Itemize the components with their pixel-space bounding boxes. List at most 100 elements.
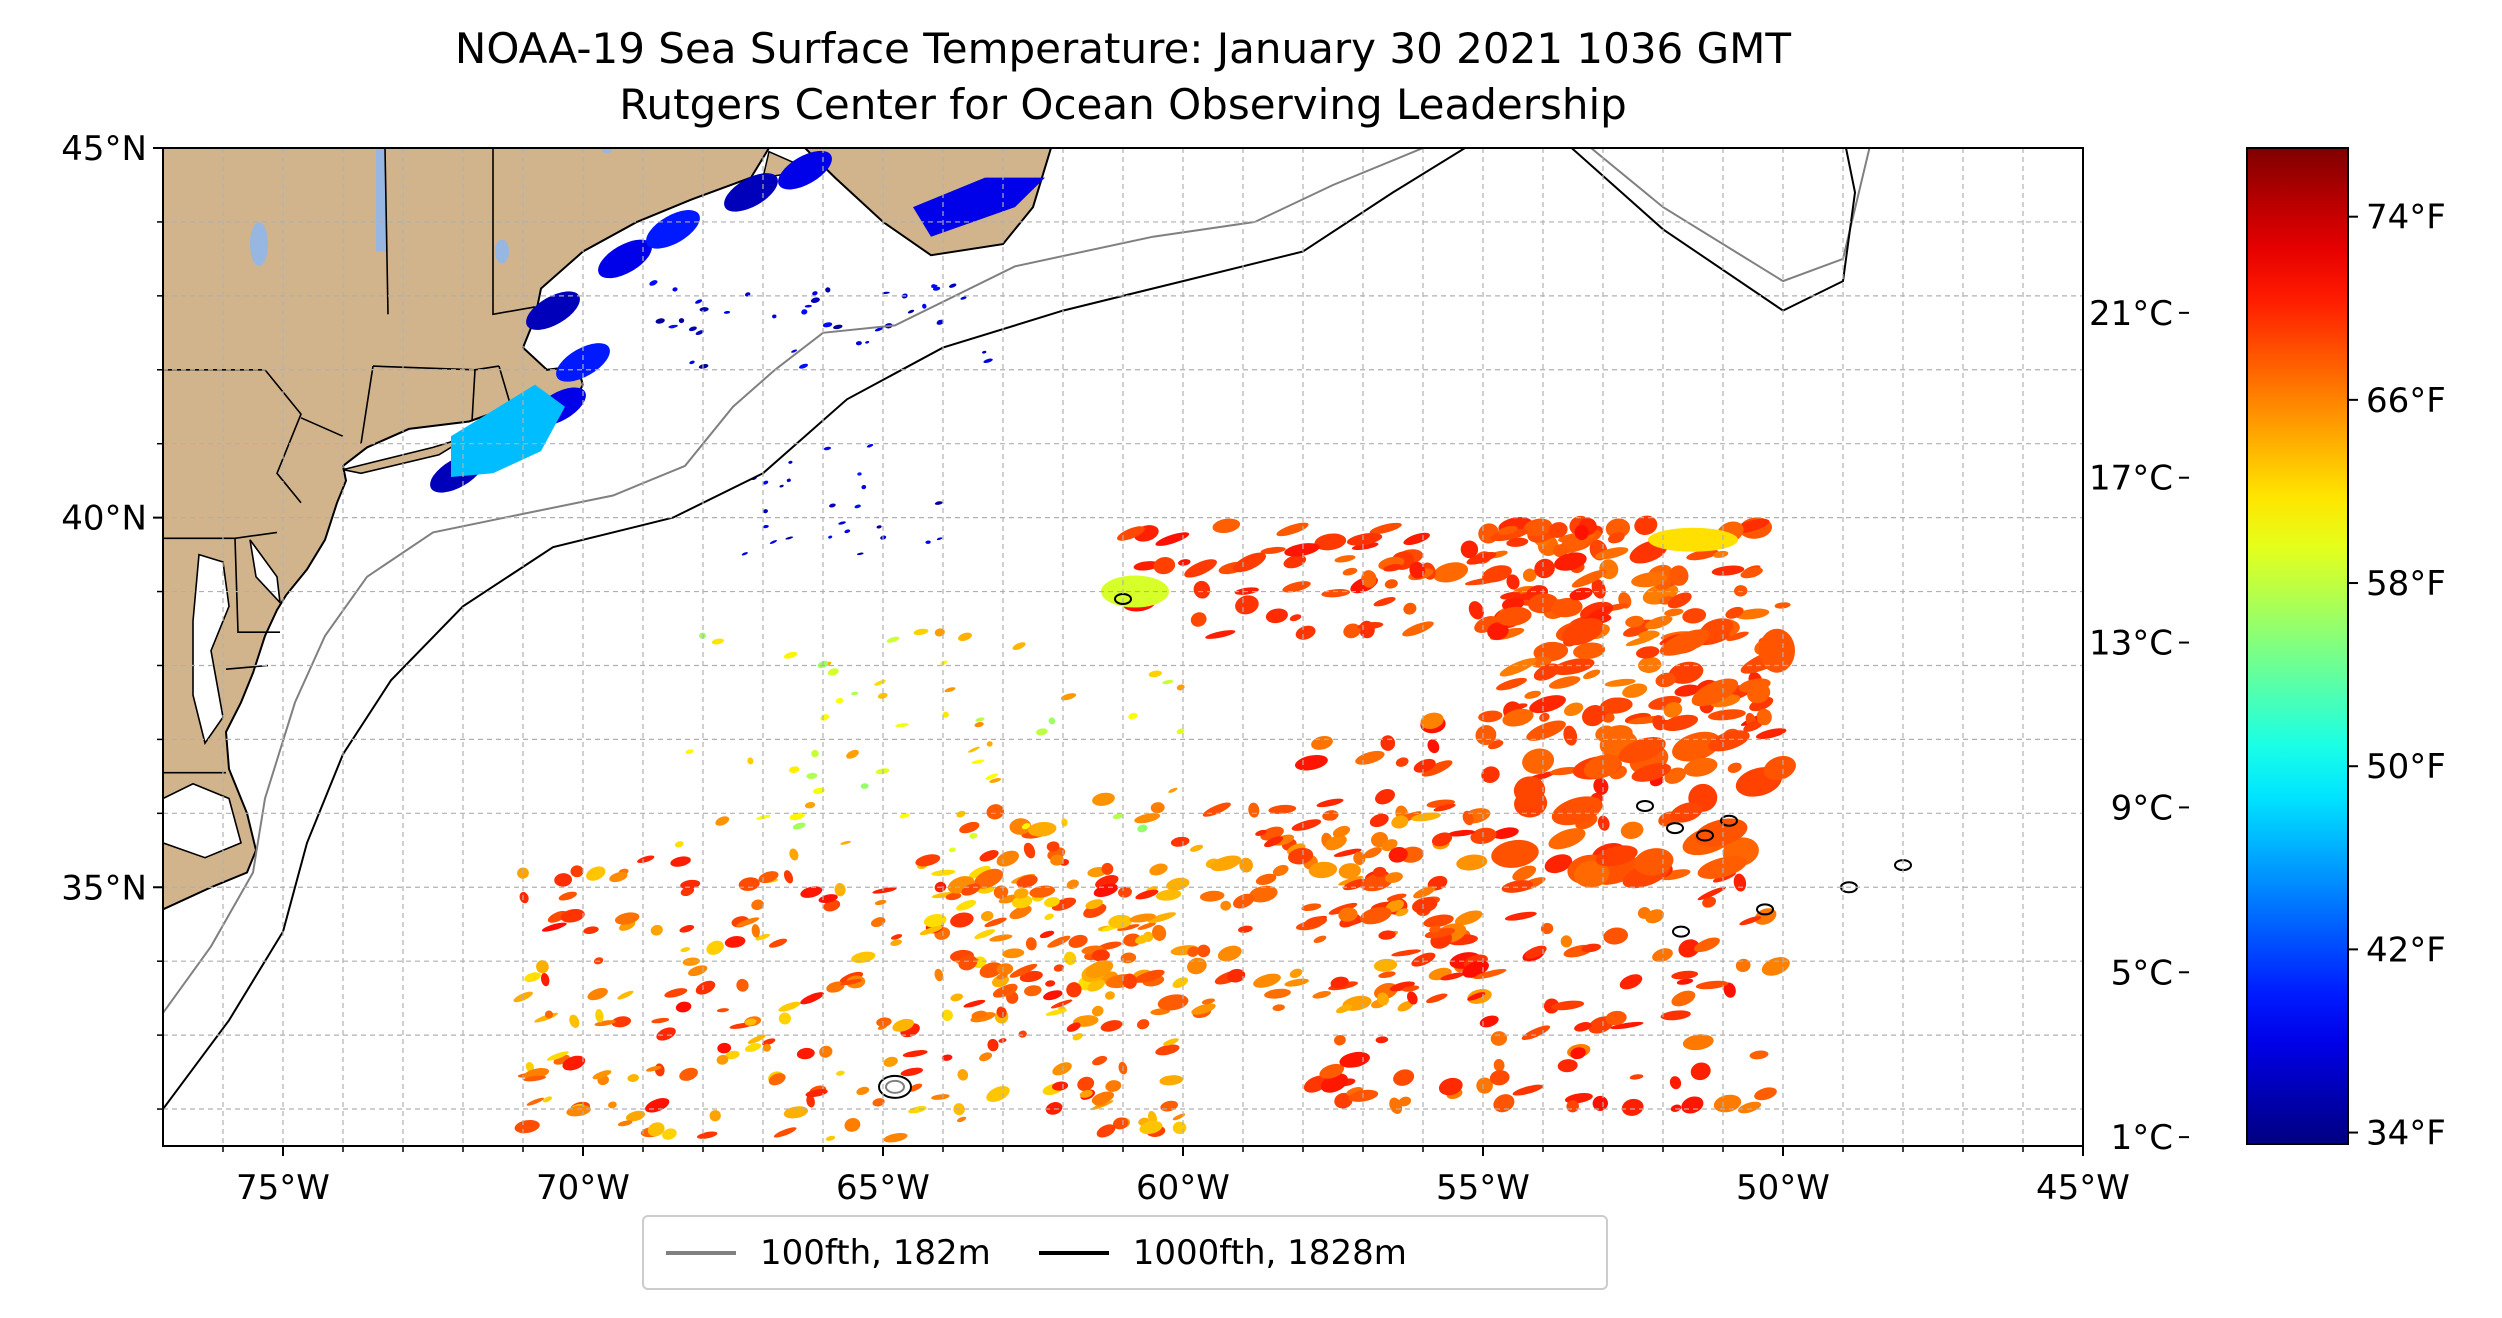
sst-patch [1333,848,1362,857]
sst-patch [944,687,956,693]
sst-patch [1316,798,1344,808]
sst-patch [1044,897,1060,908]
sst-patch [762,480,769,485]
sst-patch [547,910,568,923]
sst-patch [1638,630,1660,640]
sst-patch [1332,825,1351,838]
sst-patch [1526,720,1566,741]
sst-patch [899,813,910,819]
sst-patch [1255,829,1267,836]
sst-patch [840,840,851,845]
sst-patch [986,1086,1010,1102]
sst-patch [762,1038,776,1046]
sst-patch-orange [1759,628,1795,673]
sst-patch [979,962,1003,978]
sst-patch [779,484,784,488]
sst-patch [856,1086,870,1096]
sst-patch [1372,866,1387,878]
sst-patch [1385,899,1405,913]
sst-patch [1512,1084,1544,1096]
sst-patch [744,1018,757,1026]
sst-patch [1381,839,1398,852]
sst-patch [763,509,768,514]
sst-patch [1595,845,1638,867]
sst-patch [1420,712,1444,729]
sst-patch [1583,669,1601,680]
sst-patch [650,924,663,936]
sst-patch [785,536,794,540]
sst-patch [872,887,897,894]
legend-label-1000fth: 1000fth, 1828m [1132,1232,1407,1273]
sst-patch [1388,846,1408,863]
sst-patch [829,503,836,508]
sst-patch [900,1067,924,1077]
sst-patch [851,951,876,964]
sst-patch [747,1034,766,1044]
sst-patch [1217,945,1242,962]
sst-patch [1697,856,1747,879]
sst-patch [1513,776,1546,804]
sst-patch [685,749,694,754]
sst-patch [1413,758,1436,773]
sst-patch [1135,934,1150,944]
sst-patch [1205,630,1236,639]
sst-patch [1235,595,1259,615]
sst-patch [1324,835,1347,851]
sst-patch [1199,890,1225,902]
sst-patch [892,1018,915,1032]
sst-patch [689,360,695,365]
sst-patch [1134,969,1165,983]
sst-patch [1389,981,1415,992]
sst-patch [1336,1004,1353,1014]
sst-patch [1139,1120,1163,1135]
sst-patch [570,865,584,878]
sst-patch [724,936,746,948]
x-tick-label: 45°W [2036,1168,2130,1208]
sst-patch [541,922,567,932]
seamount-contour-1 [1636,799,1654,812]
sst-patch-cold [556,343,610,382]
sst-patch [682,957,700,966]
sst-patch [1402,985,1420,992]
sst-patch [1118,886,1132,898]
sst-patch [931,1094,950,1100]
sst-patch [1551,1000,1585,1011]
sst-patch [866,444,874,448]
sst-patch [1048,717,1056,725]
sst-patch [810,297,820,303]
sst-patch [1264,988,1291,999]
sst-patch [1098,941,1122,950]
sst-patch [1045,980,1056,987]
sst-patch [987,1038,999,1052]
sst-patch [1659,629,1710,656]
sst-patch [1046,841,1060,852]
sst-patch [711,638,725,645]
sst-patch-cold [646,210,700,249]
sst-patch [647,1122,665,1137]
sst-patch [1122,973,1138,989]
sst-patch [1412,897,1438,914]
sst-patch [1301,903,1322,912]
sst-patch [717,1042,732,1054]
sst-patch [583,926,599,934]
seamount-contour-3 [1696,829,1714,842]
bermuda-contour-inner [885,1079,905,1094]
sst-patch [1060,693,1077,701]
sst-patch [569,1014,580,1028]
sst-patch-yellow [1648,527,1738,552]
sst-patch [1563,702,1584,717]
sst-patch [1108,914,1132,929]
sst-patch [1383,564,1403,572]
sst-patch [1091,1091,1115,1105]
sst-patch [1652,948,1673,962]
sst-patch [695,980,716,995]
lake-champlain [376,148,386,252]
sst-patch [820,714,830,721]
sst-patch [934,628,945,637]
sst-patch [956,810,966,818]
sst-patch [738,877,760,891]
sst-patch [986,741,993,747]
sst-patch [1574,524,1589,541]
sst-patch [1501,880,1534,893]
sst-patch [1524,945,1547,959]
